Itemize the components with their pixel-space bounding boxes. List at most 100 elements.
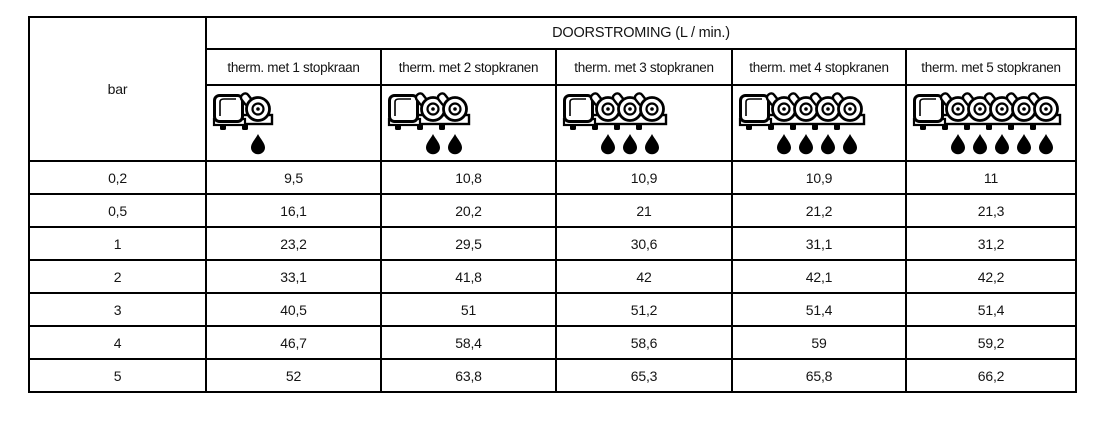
flow-value-cell: 9,5 — [205, 160, 382, 195]
knob-center — [1022, 106, 1026, 111]
flow-value-cell: 51,4 — [731, 292, 907, 327]
flow-value-cell: 20,2 — [380, 193, 557, 228]
table-row: 5 52 63,8 65,3 65,8 66,2 — [28, 358, 1077, 393]
valve-foot — [1008, 123, 1014, 130]
flow-value-cell: 11 — [905, 160, 1077, 195]
water-drop-icon — [995, 133, 1009, 154]
valve-foot — [439, 123, 445, 130]
valve-head — [563, 93, 594, 123]
water-drop-icon — [1039, 133, 1053, 154]
flow-value-cell: 51 — [380, 292, 557, 327]
flow-value-cell: 52 — [205, 358, 382, 393]
column-header-row: therm. met 1 stopkraan therm. met 2 stopk… — [29, 48, 1077, 86]
water-drop-icon — [951, 133, 965, 154]
valve-head-highlight — [919, 97, 936, 116]
flow-value-cell: 33,1 — [205, 259, 382, 294]
flow-value-cell: 10,9 — [731, 160, 907, 195]
table-body: 0,2 9,5 10,8 10,9 10,9 11 0,5 16,1 20,2 21 21,2 21,… — [28, 160, 1077, 393]
flow-value-cell: 42 — [555, 259, 733, 294]
table-row: 0,5 16,1 20,2 21 21,2 21,3 — [28, 193, 1077, 228]
thermostatic-valve-icon — [738, 91, 866, 154]
valve-foot — [1030, 123, 1036, 130]
column-header-5: therm. met 5 stopkranen — [905, 48, 1077, 86]
valve-head-highlight — [569, 97, 586, 116]
valve-head — [388, 93, 419, 123]
valve-icon-cell-2 — [380, 84, 557, 162]
knob-center — [978, 106, 982, 111]
flow-value-cell: 31,2 — [905, 226, 1077, 261]
knob-center — [782, 106, 786, 111]
table-row: 2 33,1 41,8 42 42,1 42,2 — [28, 259, 1077, 294]
water-drop-icon — [623, 133, 637, 154]
flow-value-cell: 21,3 — [905, 193, 1077, 228]
water-drop-icon — [843, 133, 857, 154]
knob-center — [956, 106, 960, 111]
water-drop-icon — [777, 133, 791, 154]
valve-head-highlight — [394, 97, 411, 116]
flow-value-cell: 31,1 — [731, 226, 907, 261]
flow-value-cell: 23,2 — [205, 226, 382, 261]
valve-head — [913, 93, 944, 123]
flow-value-cell: 58,4 — [380, 325, 557, 360]
valve-foot — [986, 123, 992, 130]
water-drop-icon — [426, 133, 440, 154]
column-header-2: therm. met 2 stopkranen — [380, 48, 557, 86]
column-header-1: therm. met 1 stopkraan — [205, 48, 382, 86]
column-header-3: therm. met 3 stopkranen — [555, 48, 733, 86]
water-drop-icon — [821, 133, 835, 154]
water-drop-icon — [601, 133, 615, 154]
flow-value-cell: 30,6 — [555, 226, 733, 261]
table-row: 1 23,2 29,5 30,6 31,1 31,2 — [28, 226, 1077, 261]
valve-icon-cell-5 — [905, 84, 1077, 162]
valve-foot — [636, 123, 642, 130]
table-row: 4 46,7 58,4 58,6 59 59,2 — [28, 325, 1077, 360]
thermostatic-valve-icon — [387, 91, 471, 154]
column-header-4: therm. met 4 stopkranen — [731, 48, 907, 86]
bar-value-cell: 4 — [28, 325, 207, 360]
table-row: 0,2 9,5 10,8 10,9 10,9 11 — [28, 160, 1077, 195]
water-drop-icon — [973, 133, 987, 154]
flow-rate-table: bar DOORSTROMING (L / min.) therm. met 1… — [28, 16, 1077, 393]
valve-foot — [790, 123, 796, 130]
flow-value-cell: 59 — [731, 325, 907, 360]
knob-center — [256, 106, 260, 111]
valve-head-highlight — [219, 97, 236, 116]
valve-icon-cell-4 — [731, 84, 907, 162]
bar-value-cell: 5 — [28, 358, 207, 393]
valve-foot — [834, 123, 840, 130]
knob-center — [650, 106, 654, 111]
water-drop-icon — [1017, 133, 1031, 154]
flow-value-cell: 29,5 — [380, 226, 557, 261]
valve-head — [739, 93, 770, 123]
flow-value-cell: 40,5 — [205, 292, 382, 327]
knob-center — [826, 106, 830, 111]
bar-value-cell: 0,5 — [28, 193, 207, 228]
flow-value-cell: 59,2 — [905, 325, 1077, 360]
knob-center — [848, 106, 852, 111]
flow-value-cell: 51,2 — [555, 292, 733, 327]
bar-value-cell: 3 — [28, 292, 207, 327]
valve-foot — [614, 123, 620, 130]
flow-value-cell: 21,2 — [731, 193, 907, 228]
flow-value-cell: 66,2 — [905, 358, 1077, 393]
thermostatic-valve-icon — [212, 91, 274, 154]
valve-head — [213, 93, 244, 123]
bar-value-cell: 2 — [28, 259, 207, 294]
knob-center — [1000, 106, 1004, 111]
water-drop-icon — [799, 133, 813, 154]
water-drop-icon — [251, 133, 265, 154]
table-row: 3 40,5 51 51,2 51,4 51,4 — [28, 292, 1077, 327]
flow-value-cell: 41,8 — [380, 259, 557, 294]
flow-value-cell: 65,8 — [731, 358, 907, 393]
flow-value-cell: 42,2 — [905, 259, 1077, 294]
valve-icon-cell-3 — [555, 84, 733, 162]
valve-icon-cell-1 — [205, 84, 382, 162]
flow-value-cell: 10,9 — [555, 160, 733, 195]
flow-value-cell: 58,6 — [555, 325, 733, 360]
knob-center — [1044, 106, 1048, 111]
valve-head-highlight — [745, 97, 762, 116]
flow-value-cell: 51,4 — [905, 292, 1077, 327]
knob-center — [606, 106, 610, 111]
icon-row — [29, 84, 1077, 162]
